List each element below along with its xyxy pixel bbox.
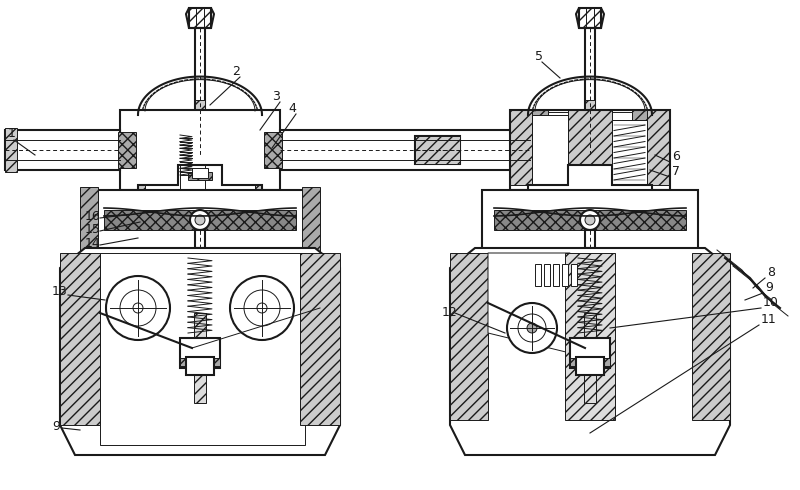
Bar: [192, 168, 208, 178]
Circle shape: [106, 276, 170, 340]
Bar: [562, 264, 568, 286]
Bar: [500, 205, 516, 230]
Text: 8: 8: [767, 266, 775, 279]
Text: 4: 4: [288, 102, 296, 115]
Bar: [255, 110, 280, 190]
Bar: [189, 8, 211, 28]
Bar: [186, 357, 214, 375]
Bar: [553, 264, 559, 286]
Text: 2: 2: [232, 65, 240, 78]
Bar: [80, 187, 98, 258]
Bar: [568, 110, 612, 165]
Circle shape: [527, 323, 537, 333]
Circle shape: [190, 210, 210, 230]
Bar: [518, 128, 530, 172]
Bar: [5, 130, 120, 170]
Bar: [300, 253, 340, 425]
Bar: [100, 253, 305, 445]
Text: 6: 6: [672, 150, 680, 163]
Bar: [494, 210, 686, 230]
Bar: [548, 112, 632, 120]
Text: 14: 14: [85, 237, 101, 250]
Polygon shape: [488, 253, 570, 353]
Bar: [532, 115, 568, 185]
Bar: [565, 253, 615, 420]
Polygon shape: [120, 110, 280, 190]
Bar: [612, 120, 647, 185]
Bar: [195, 100, 205, 120]
Bar: [664, 205, 680, 230]
Circle shape: [580, 210, 600, 230]
Polygon shape: [60, 248, 340, 455]
Text: 7: 7: [672, 165, 680, 178]
Bar: [104, 210, 296, 230]
Text: 12: 12: [442, 306, 458, 319]
Bar: [178, 110, 222, 165]
Bar: [647, 110, 669, 185]
Bar: [667, 205, 677, 210]
Bar: [692, 253, 730, 420]
Text: 5: 5: [535, 50, 543, 63]
Bar: [188, 172, 212, 180]
Bar: [571, 264, 577, 286]
Text: 15: 15: [85, 223, 101, 236]
Bar: [205, 115, 255, 190]
Bar: [528, 110, 548, 125]
Bar: [585, 100, 595, 120]
Circle shape: [133, 303, 143, 313]
Text: 13: 13: [52, 285, 68, 298]
Circle shape: [507, 303, 557, 353]
Bar: [585, 28, 595, 155]
Bar: [280, 130, 530, 170]
Bar: [92, 190, 308, 250]
Bar: [535, 264, 541, 286]
Circle shape: [585, 215, 595, 225]
Circle shape: [257, 303, 267, 313]
Bar: [584, 313, 596, 403]
Text: 11: 11: [761, 313, 777, 326]
Bar: [632, 110, 652, 125]
Bar: [570, 358, 610, 366]
Polygon shape: [450, 248, 730, 455]
Bar: [158, 112, 242, 120]
Bar: [576, 357, 604, 375]
Circle shape: [518, 314, 546, 342]
Circle shape: [120, 290, 156, 326]
Bar: [180, 358, 220, 366]
Bar: [264, 132, 282, 168]
Bar: [415, 136, 460, 164]
Bar: [145, 115, 180, 190]
Bar: [138, 110, 158, 125]
Bar: [450, 253, 488, 420]
Bar: [194, 313, 206, 403]
Circle shape: [230, 276, 294, 340]
Bar: [302, 187, 320, 258]
Bar: [118, 132, 136, 168]
Text: 10: 10: [763, 296, 779, 309]
Bar: [120, 110, 145, 190]
Bar: [5, 128, 17, 172]
Bar: [510, 110, 532, 185]
Bar: [579, 8, 601, 28]
Bar: [180, 338, 220, 368]
Bar: [60, 253, 100, 425]
Bar: [585, 230, 595, 248]
Text: 9: 9: [52, 420, 60, 433]
Bar: [503, 205, 513, 210]
Bar: [415, 136, 460, 164]
Bar: [195, 230, 205, 248]
Text: 1: 1: [8, 127, 16, 140]
Bar: [242, 110, 262, 125]
Text: 9: 9: [765, 281, 773, 294]
Bar: [570, 338, 610, 368]
Bar: [195, 28, 205, 155]
Circle shape: [244, 290, 280, 326]
Bar: [482, 190, 698, 250]
Circle shape: [195, 215, 205, 225]
Text: 3: 3: [272, 90, 280, 103]
Text: 16: 16: [85, 210, 101, 223]
Bar: [544, 264, 550, 286]
